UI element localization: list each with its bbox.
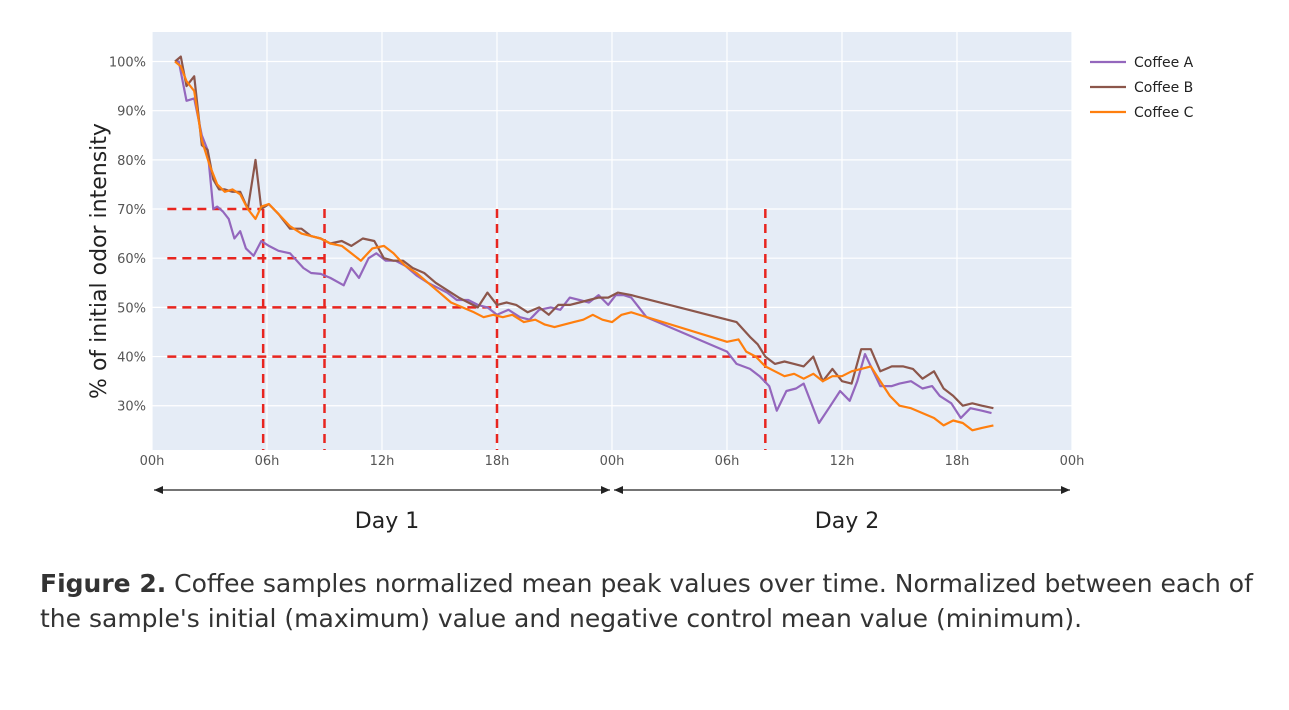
x-tick-label: 18h [485, 454, 510, 469]
arrow-left-icon [614, 486, 623, 494]
y-tick-label: 30% [117, 400, 146, 415]
day-label: Day 2 [815, 509, 879, 534]
y-tick-label: 80% [117, 154, 146, 169]
x-axis-ticks: 00h 06h 12h 18h 00h 06h 12h 18h 00h [140, 454, 1085, 469]
series-line-coffee-c [174, 60, 994, 432]
arrow-right-icon [601, 486, 610, 494]
caption-lead: Figure 2. [40, 569, 167, 598]
data-series [174, 55, 994, 432]
y-axis-ticks: 30% 40% 50% 60% 70% 80% 90% 100% [109, 56, 146, 415]
legend-label: Coffee B [1134, 80, 1193, 96]
legend-label: Coffee C [1134, 105, 1194, 121]
y-axis-label: % of initial odor intensity [87, 123, 112, 399]
day-label: Day 1 [355, 509, 419, 534]
y-tick-label: 70% [117, 203, 146, 218]
y-tick-label: 50% [117, 301, 146, 316]
odor-intensity-line-chart: 30%40%50%60%70%80%90%100% 00h 06h 12h 18h 00… [87, 32, 1194, 534]
x-tick-label: 00h [600, 454, 625, 469]
x-tick-label: 12h [830, 454, 855, 469]
y-tick-label: 100% [109, 56, 146, 71]
arrow-left-icon [154, 486, 163, 494]
x-tick-label: 00h [1060, 454, 1085, 469]
series-line-coffee-a [175, 60, 992, 425]
y-tick-label: 40% [117, 351, 146, 366]
caption-text: Coffee samples normalized mean peak valu… [40, 569, 1253, 633]
y-tick-label: 60% [117, 252, 146, 267]
reference-lines [167, 207, 767, 450]
x-tick-label: 06h [715, 454, 740, 469]
x-tick-label: 06h [255, 454, 280, 469]
x-tick-label: 00h [140, 454, 165, 469]
arrow-right-icon [1061, 486, 1070, 494]
x-tick-label: 12h [370, 454, 395, 469]
series-line-coffee-b [174, 55, 994, 410]
y-tick-label: 90% [117, 105, 146, 120]
x-tick-label: 18h [945, 454, 970, 469]
day-spans: Day 1 Day 2 [154, 486, 1070, 534]
legend-label: Coffee A [1134, 55, 1194, 71]
figure-caption: Figure 2. Coffee samples normalized mean… [40, 566, 1260, 636]
legend: Coffee A Coffee B Coffee C [1090, 55, 1194, 121]
